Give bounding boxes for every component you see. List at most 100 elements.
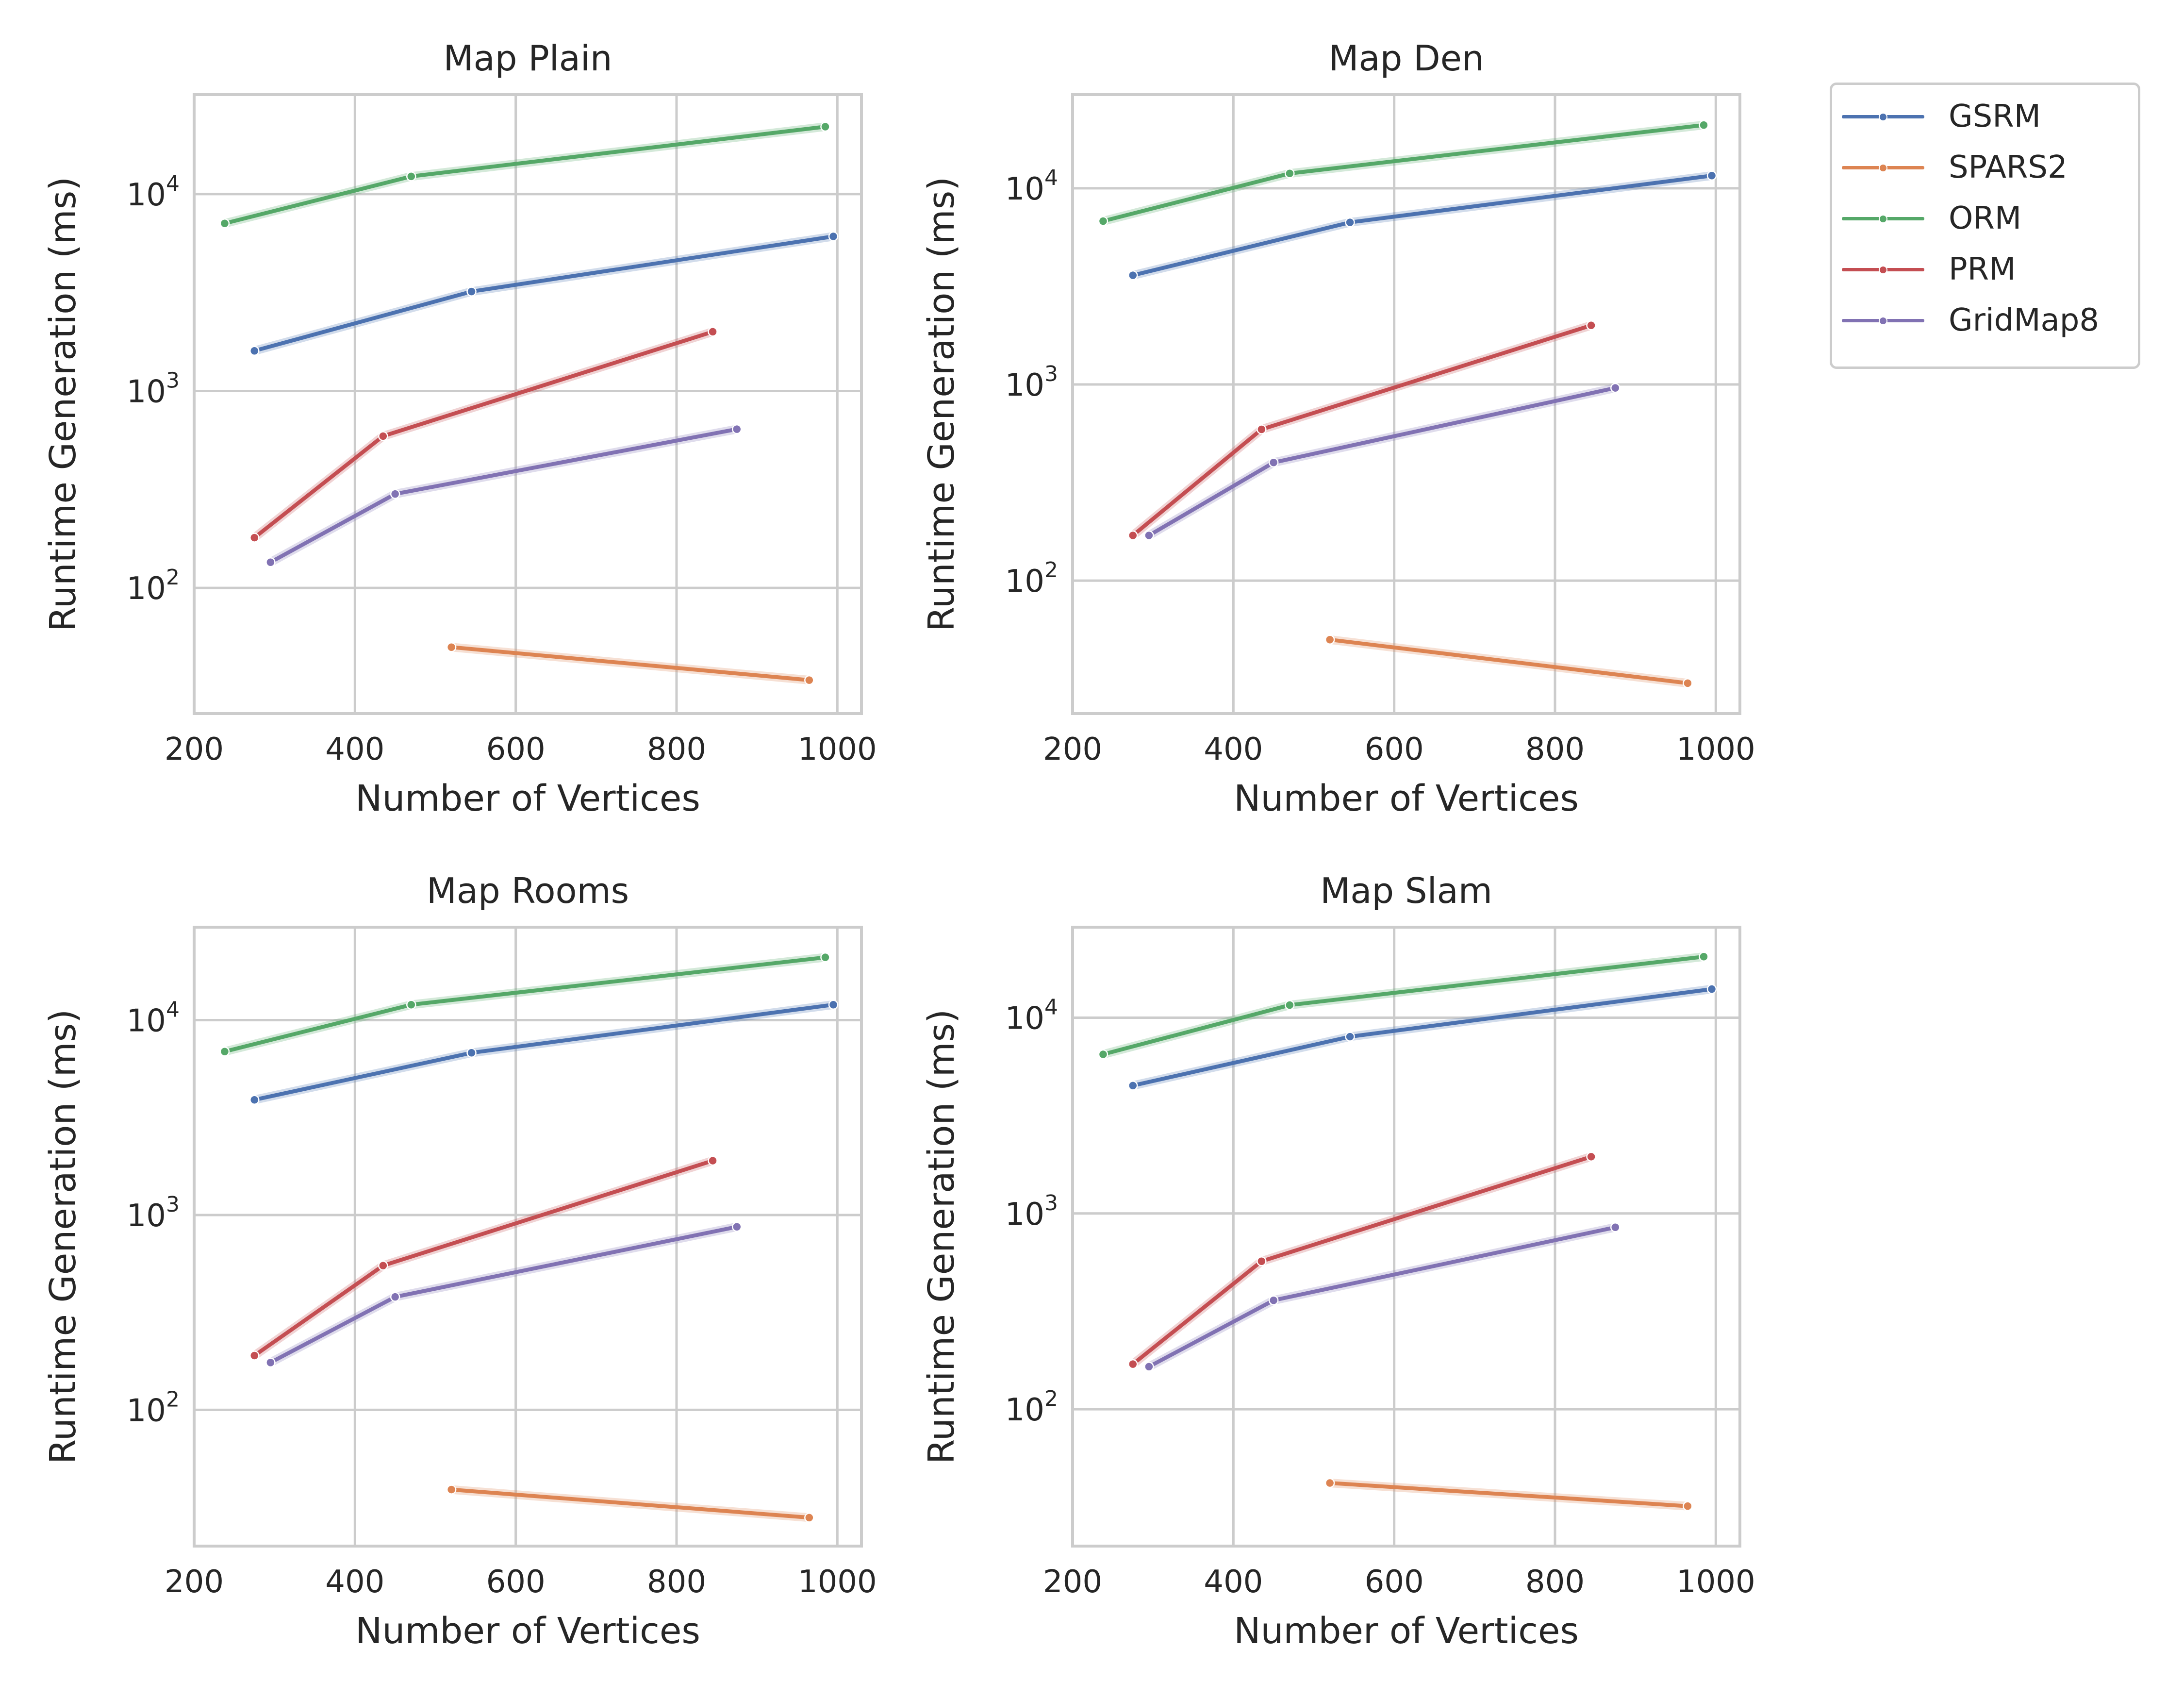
tick-base: 10 — [127, 1003, 166, 1039]
x-tick-label: 600 — [1365, 732, 1424, 767]
data-point — [828, 999, 839, 1010]
data-point — [265, 557, 276, 567]
legend-label-gridmap8: GridMap8 — [1949, 302, 2100, 338]
data-point — [1257, 424, 1267, 434]
series-line — [449, 645, 811, 683]
x-tick-label: 1000 — [1676, 1564, 1755, 1600]
legend-swatch-gsrm — [1842, 97, 1924, 136]
legend-label-spars2: SPARS2 — [1949, 150, 2068, 185]
data-point — [390, 489, 400, 499]
series-line — [1131, 1154, 1593, 1366]
x-tick-label: 400 — [1204, 732, 1263, 767]
data-point — [466, 286, 477, 297]
data-point — [1586, 320, 1596, 331]
data-point — [1706, 984, 1717, 994]
subplot-title: Map Rooms — [427, 870, 629, 911]
data-point — [1699, 951, 1709, 962]
tick-base: 10 — [1005, 1197, 1044, 1233]
confidence-band — [250, 1156, 717, 1360]
data-point — [249, 533, 260, 543]
data-point — [1144, 530, 1154, 541]
tick-exponent: 2 — [166, 1387, 180, 1412]
x-tick-label: 400 — [1204, 1564, 1263, 1600]
confidence-band — [1128, 1152, 1596, 1369]
x-axis-label: Number of Vertices — [355, 778, 700, 819]
data-point — [1610, 383, 1621, 393]
tick-exponent: 2 — [166, 565, 180, 590]
tick-base: 10 — [1005, 367, 1044, 403]
y-tick-label: 104 — [1005, 166, 1058, 207]
x-axis-label: Number of Vertices — [1234, 778, 1579, 819]
data-point — [828, 231, 839, 242]
series-line — [252, 1159, 715, 1358]
data-point — [1098, 216, 1109, 226]
y-tick-label: 103 — [127, 368, 180, 410]
legend-item-orm[interactable]: ORM — [1842, 199, 2021, 238]
x-tick-label: 1000 — [798, 732, 877, 767]
x-tick-label: 400 — [325, 732, 384, 767]
axes-frame — [1071, 93, 1741, 715]
y-axis-label: Runtime Generation (ms) — [42, 1009, 84, 1464]
axes-frame — [193, 93, 863, 715]
data-point — [1324, 1478, 1335, 1488]
x-axis-label: Number of Vertices — [355, 1610, 700, 1652]
data-point — [1324, 634, 1335, 645]
x-tick-label: 1000 — [1676, 732, 1755, 767]
x-tick-label: 800 — [1525, 1564, 1585, 1600]
data-point — [1706, 170, 1717, 181]
x-tick-label: 200 — [165, 1564, 224, 1600]
data-point — [249, 346, 260, 356]
tick-base: 10 — [127, 374, 166, 410]
tick-exponent: 3 — [166, 1192, 180, 1217]
confidence-band — [1099, 120, 1708, 226]
tick-base: 10 — [1005, 171, 1044, 207]
data-point — [1345, 217, 1355, 228]
confidence-band — [250, 327, 717, 542]
data-point — [708, 1155, 718, 1166]
subplot-title: Map Den — [1328, 38, 1484, 79]
legend-item-gridmap8[interactable]: GridMap8 — [1842, 301, 2099, 340]
tick-exponent: 4 — [1044, 995, 1058, 1019]
tick-exponent: 4 — [166, 171, 180, 196]
data-point — [1144, 1362, 1154, 1372]
y-axis-label: Runtime Generation (ms) — [921, 1009, 962, 1464]
series-line — [1328, 1481, 1690, 1508]
x-tick-label: 200 — [165, 732, 224, 767]
data-point — [1610, 1222, 1621, 1233]
subplot-title: Map Plain — [443, 38, 612, 79]
confidence-band — [266, 425, 742, 567]
series-line — [1328, 637, 1690, 685]
y-tick-label: 104 — [1005, 995, 1058, 1036]
tick-base: 10 — [1005, 1000, 1044, 1036]
tick-exponent: 3 — [166, 368, 180, 393]
data-point — [219, 218, 230, 229]
tick-base: 10 — [127, 177, 166, 213]
tick-exponent: 2 — [1044, 1386, 1058, 1411]
legend-swatch-orm — [1842, 199, 1924, 238]
data-point — [1127, 270, 1138, 281]
tick-exponent: 4 — [166, 998, 180, 1022]
y-tick-label: 102 — [127, 565, 180, 607]
confidence-band — [1128, 984, 1716, 1090]
data-point — [1127, 530, 1138, 541]
legend-item-gsrm[interactable]: GSRM — [1842, 97, 2041, 136]
x-tick-label: 200 — [1043, 1564, 1102, 1600]
tick-base: 10 — [127, 1393, 166, 1429]
series-line — [252, 330, 715, 540]
tick-base: 10 — [1005, 564, 1044, 600]
data-point — [1345, 1032, 1355, 1042]
series-line — [268, 427, 739, 565]
data-point — [820, 121, 830, 132]
legend-item-spars2[interactable]: SPARS2 — [1842, 148, 2068, 187]
data-point — [1268, 457, 1279, 468]
x-tick-label: 800 — [647, 732, 706, 767]
data-point — [378, 1260, 388, 1271]
data-point — [804, 1513, 814, 1523]
y-tick-label: 103 — [1005, 362, 1058, 403]
legend-item-prm[interactable]: PRM — [1842, 250, 2016, 289]
data-point — [378, 431, 388, 441]
y-tick-label: 103 — [1005, 1191, 1058, 1233]
